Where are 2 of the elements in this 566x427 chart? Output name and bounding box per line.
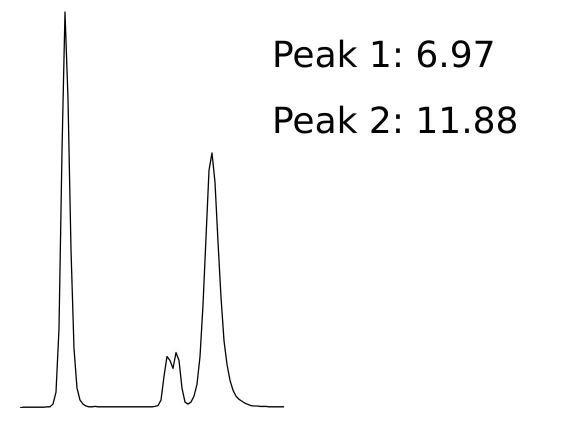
- annotation: Peak 1: 6.97: [272, 35, 496, 76]
- annotation: Peak 2: 11.88: [272, 101, 518, 142]
